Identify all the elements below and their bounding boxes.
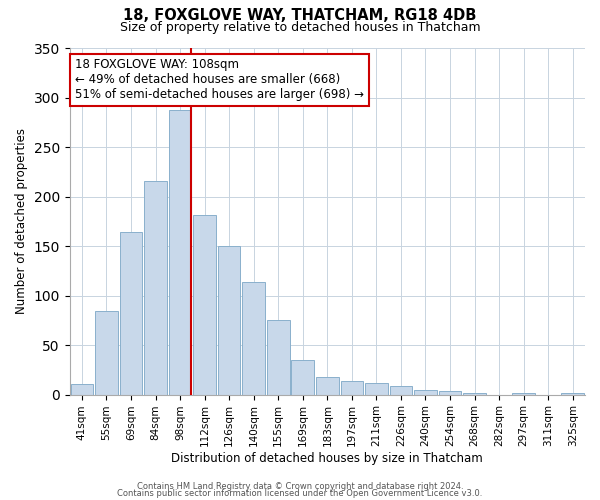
X-axis label: Distribution of detached houses by size in Thatcham: Distribution of detached houses by size … (172, 452, 483, 465)
Bar (365, 382, 388, 394)
Bar (267, 320, 290, 394)
Bar (463, 392, 486, 394)
Bar (71, 384, 93, 394)
Bar (316, 377, 338, 394)
Text: Contains public sector information licensed under the Open Government Licence v3: Contains public sector information licen… (118, 490, 482, 498)
Bar (242, 282, 265, 395)
Bar (439, 390, 461, 394)
Text: 18, FOXGLOVE WAY, THATCHAM, RG18 4DB: 18, FOXGLOVE WAY, THATCHAM, RG18 4DB (124, 8, 476, 22)
Bar (414, 390, 437, 394)
Text: Size of property relative to detached houses in Thatcham: Size of property relative to detached ho… (119, 21, 481, 34)
Bar (512, 392, 535, 394)
Text: 18 FOXGLOVE WAY: 108sqm
← 49% of detached houses are smaller (668)
51% of semi-d: 18 FOXGLOVE WAY: 108sqm ← 49% of detache… (75, 58, 364, 102)
Bar (144, 180, 167, 394)
Y-axis label: Number of detached properties: Number of detached properties (15, 128, 28, 314)
Bar (169, 110, 191, 395)
Bar (341, 380, 363, 394)
Bar (120, 232, 142, 394)
Bar (389, 386, 412, 394)
Bar (95, 312, 118, 394)
Bar (292, 360, 314, 394)
Bar (562, 392, 584, 394)
Bar (218, 246, 241, 394)
Bar (193, 216, 216, 394)
Text: Contains HM Land Registry data © Crown copyright and database right 2024.: Contains HM Land Registry data © Crown c… (137, 482, 463, 491)
